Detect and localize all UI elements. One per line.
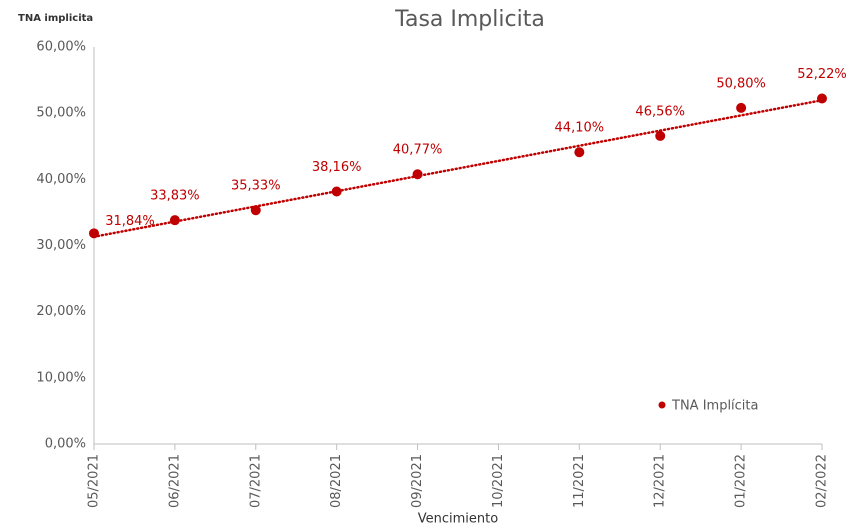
- point: [250, 205, 261, 216]
- data-label: 50,80%: [716, 76, 766, 91]
- chart-title: Tasa Implicita: [394, 7, 545, 32]
- data-label: 40,77%: [393, 143, 443, 158]
- x-tick-label: 01/2022: [734, 454, 749, 508]
- x-tick-label: 08/2021: [329, 454, 344, 508]
- y-tick-label: 30,00%: [36, 238, 86, 253]
- data-label: 52,22%: [797, 67, 847, 82]
- y-tick-label: 60,00%: [36, 40, 86, 55]
- point: [169, 215, 180, 226]
- x-tick-label: 09/2021: [410, 454, 425, 508]
- y-tick-label: 40,00%: [36, 172, 86, 187]
- y-tick-label: 10,00%: [36, 370, 86, 385]
- x-tick-label: 10/2021: [491, 454, 506, 508]
- data-label: 44,10%: [555, 121, 605, 136]
- y-axis-title: TNA implicita: [18, 13, 93, 24]
- data-label: 38,16%: [312, 160, 362, 175]
- point: [736, 102, 747, 113]
- data-label: 31,84%: [105, 214, 155, 229]
- point: [655, 130, 666, 141]
- legend-label: TNA Implícita: [671, 399, 759, 414]
- point: [89, 228, 99, 239]
- point: [412, 169, 423, 180]
- point: [574, 147, 585, 158]
- point: [331, 186, 342, 197]
- trendline: [92, 98, 824, 238]
- point: [817, 93, 827, 104]
- data-label: 46,56%: [635, 104, 685, 119]
- data-label: 35,33%: [231, 179, 281, 194]
- legend-marker: [658, 401, 666, 409]
- y-tick-label: 50,00%: [36, 106, 86, 121]
- y-tick-label: 0,00%: [45, 437, 86, 452]
- x-tick-label: 12/2021: [653, 454, 668, 508]
- x-tick-label: 07/2021: [248, 454, 263, 508]
- y-tick-label: 20,00%: [36, 304, 86, 319]
- x-tick-label: 02/2022: [815, 454, 830, 508]
- x-axis-title: Vencimiento: [418, 512, 498, 527]
- data-label: 33,83%: [150, 189, 200, 204]
- x-tick-label: 05/2021: [87, 454, 102, 508]
- x-tick-label: 11/2021: [572, 454, 587, 508]
- x-tick-label: 06/2021: [167, 454, 182, 508]
